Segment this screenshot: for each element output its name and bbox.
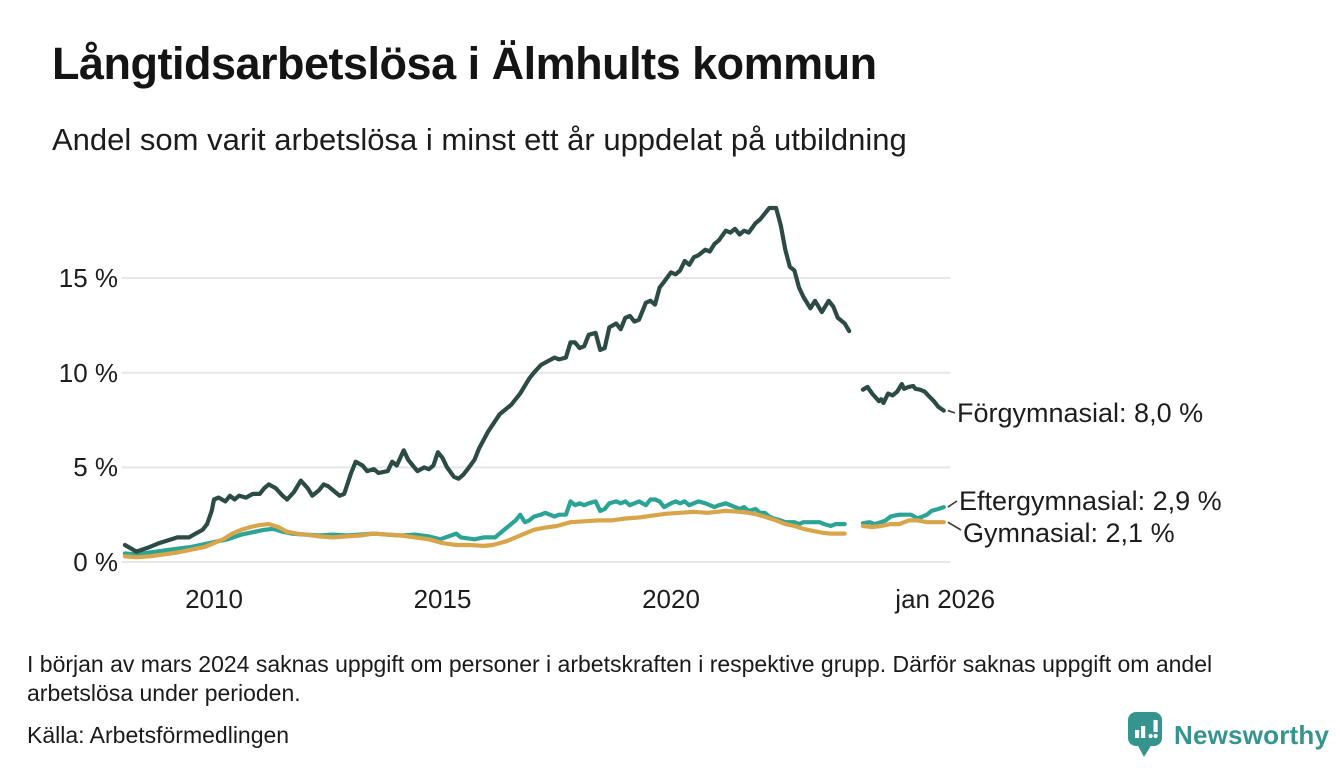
x-axis-tick-label: 2020 — [642, 584, 700, 614]
chart-title: Långtidsarbetslösa i Älmhults kommun — [52, 38, 877, 89]
newsworthy-logo[interactable]: Newsworthy — [1128, 712, 1329, 758]
series-line-förgymnasial-after-gap — [860, 382, 946, 413]
series-line-förgymnasial — [122, 205, 852, 554]
leader-line-eftergymnasial — [947, 500, 958, 508]
series-line-gymnasial-after-gap — [860, 518, 946, 530]
x-axis-tick-label: 2010 — [185, 584, 243, 614]
chart-subtitle: Andel som varit arbetslösa i minst ett å… — [52, 122, 907, 157]
series-label-eftergymnasial: Eftergymnasial: 2,9 % — [959, 486, 1222, 516]
y-axis-tick-label: 15 % — [58, 263, 118, 294]
series-line-gymnasial — [122, 508, 847, 560]
newsworthy-pin-icon — [1128, 712, 1162, 757]
x-axis-tick-label: 2015 — [413, 584, 472, 614]
leader-line-förgymnasial — [947, 409, 956, 414]
series-label-forgymnasial: Förgymnasial: 8,0 % — [957, 398, 1204, 428]
y-axis-tick-label: 5 % — [73, 452, 118, 483]
footnote: I början av mars 2024 saknas uppgift om … — [27, 651, 1213, 706]
series-label-gymnasial: Gymnasial: 2,1 % — [963, 518, 1175, 548]
y-axis-tick-label: 10 % — [58, 357, 118, 388]
y-axis-tick-label: 0 % — [73, 547, 118, 577]
series-line-eftergymnasial — [122, 497, 847, 557]
series-line-eftergymnasial-after-gap — [860, 505, 946, 527]
source-label: Källa: Arbetsförmedlingen — [27, 722, 290, 748]
leader-line-gymnasial — [947, 521, 962, 531]
x-axis-tick-label: jan 2026 — [895, 584, 996, 614]
newsworthy-wordmark: Newsworthy — [1174, 719, 1330, 750]
